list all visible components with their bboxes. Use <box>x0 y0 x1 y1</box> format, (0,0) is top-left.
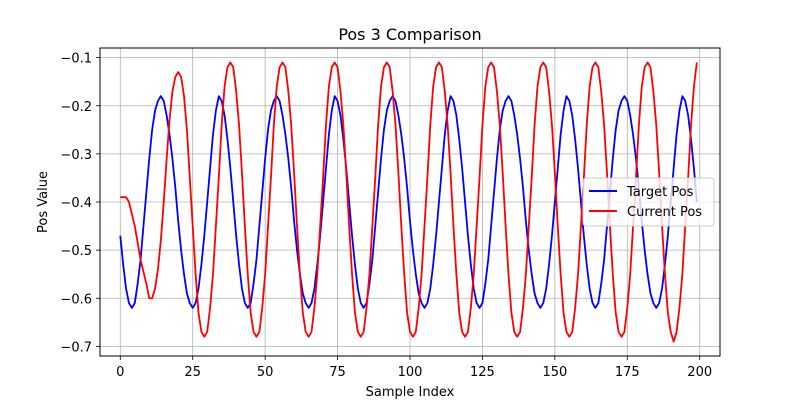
x-tick-label: 50 <box>257 365 274 380</box>
y-tick-label: −0.1 <box>60 52 92 67</box>
series-line-current-pos <box>120 61 698 343</box>
legend-label-target-pos: Target Pos <box>626 185 694 200</box>
x-tick-label: 100 <box>398 365 423 380</box>
y-axis: −0.7 −0.6 −0.5 −0.4 −0.3 −0.2 −0.1 <box>60 52 100 355</box>
chart-title: Pos 3 Comparison <box>338 25 481 44</box>
x-tick-label: 75 <box>329 365 346 380</box>
legend: Target Pos Current Pos <box>582 177 715 227</box>
y-tick-label: −0.6 <box>60 292 92 307</box>
legend-label-current-pos: Current Pos <box>627 205 702 220</box>
y-tick-label: −0.5 <box>60 244 92 259</box>
y-tick-label: −0.7 <box>60 340 92 355</box>
y-axis-label: Pos Value <box>36 171 51 233</box>
x-axis-label: Sample Index <box>366 385 455 400</box>
y-tick-label: −0.3 <box>60 148 92 163</box>
series-layer <box>119 61 698 343</box>
x-tick-label: 200 <box>687 365 712 380</box>
plot-area <box>99 47 721 357</box>
y-tick-label: −0.2 <box>60 100 92 115</box>
y-tick-label: −0.4 <box>60 196 92 211</box>
x-tick-label: 125 <box>470 365 495 380</box>
x-tick-label: 0 <box>116 365 124 380</box>
x-tick-label: 150 <box>542 365 567 380</box>
x-tick-label: 25 <box>184 365 201 380</box>
series-line-target-pos <box>119 95 698 309</box>
x-axis: 0 25 50 75 100 125 150 175 200 <box>116 356 712 380</box>
x-tick-label: 175 <box>615 365 640 380</box>
